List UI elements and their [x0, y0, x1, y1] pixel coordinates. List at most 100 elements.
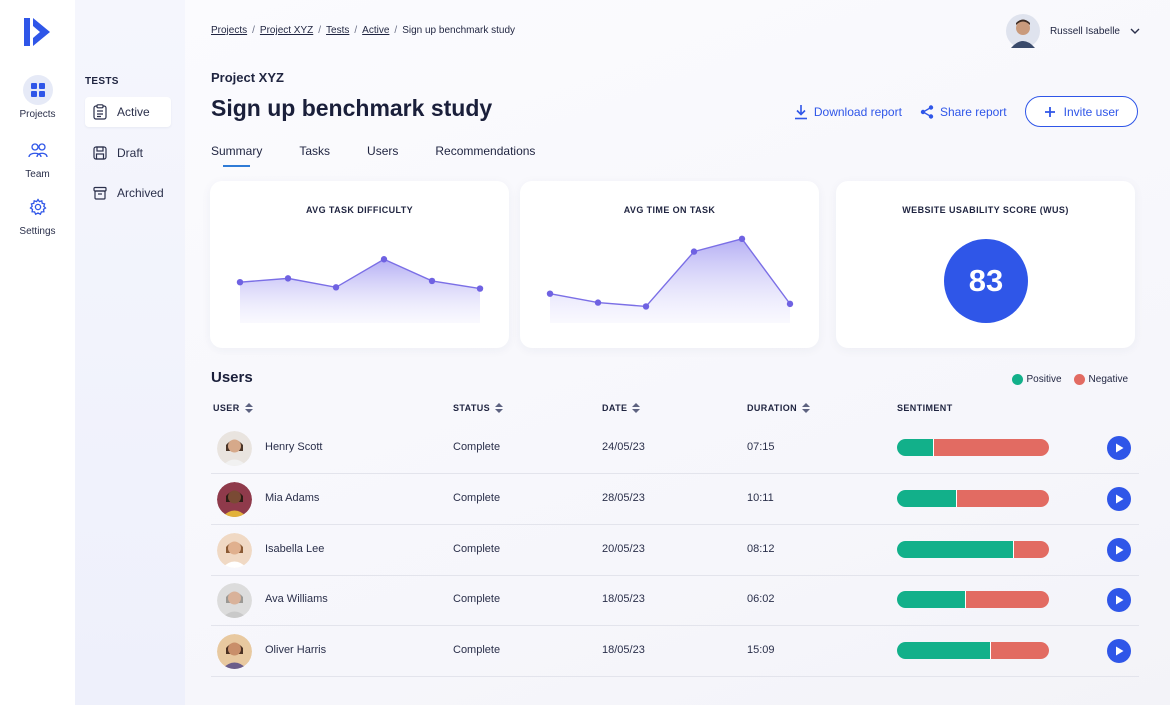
column-header-duration[interactable]: DURATION: [747, 403, 811, 413]
tab-tasks[interactable]: Tasks: [299, 144, 331, 158]
card-title: AVG TASK DIFFICULTY: [305, 205, 414, 215]
sentiment-bar: [897, 439, 1049, 456]
plus-icon: [1044, 106, 1055, 117]
avatar: [1005, 14, 1040, 48]
main-content: Projects / Project XYZ / Tests / Active …: [185, 0, 1170, 705]
gear-icon: [23, 192, 53, 222]
table-row[interactable]: Mia Adams Complete 28/05/23 10:11: [211, 474, 1139, 525]
tab-recommendations[interactable]: Recommendations: [435, 144, 536, 158]
sentiment-positive: [897, 439, 934, 456]
breadcrumb: Projects / Project XYZ / Tests / Active …: [211, 25, 515, 36]
sentiment-positive: [897, 541, 1013, 558]
duration-cell: 08:12: [747, 543, 775, 555]
chart-point: [476, 285, 484, 292]
sentiment-positive: [897, 642, 990, 659]
table-row[interactable]: Henry Scott Complete 24/05/23 07:15: [211, 423, 1139, 474]
chevron-down-icon: [1130, 28, 1140, 34]
subnav-item-draft[interactable]: Draft: [85, 138, 171, 168]
legend-negative: Negative: [1073, 374, 1128, 385]
table-row[interactable]: Ava Williams Complete 18/05/23 06:02: [211, 575, 1139, 626]
breadcrumb-project-xyz[interactable]: Project XYZ: [259, 25, 314, 36]
breadcrumb-active[interactable]: Active: [362, 25, 390, 36]
app-rail: Projects Team Settings: [0, 0, 75, 705]
play-icon: [1115, 545, 1123, 555]
play-recording-button[interactable]: [1107, 487, 1131, 511]
tab-summary[interactable]: Summary: [211, 144, 262, 167]
app-logo[interactable]: [24, 18, 50, 46]
avg-time-on-task-card: AVG TIME ON TASK: [520, 181, 819, 348]
rail-item-settings[interactable]: Settings: [0, 192, 75, 237]
date-cell: 24/05/23: [602, 441, 645, 453]
team-icon: [23, 135, 53, 165]
wus-score-card: WEBSITE USABILITY SCORE (WUS) 83: [836, 181, 1135, 348]
share-icon: [920, 104, 934, 119]
tab-users[interactable]: Users: [367, 144, 399, 158]
user-name: Ava Williams: [265, 593, 328, 605]
column-header-status[interactable]: STATUS: [453, 403, 504, 413]
sentiment-positive: [897, 591, 966, 608]
play-recording-button[interactable]: [1107, 436, 1131, 460]
card-title: WEBSITE USABILITY SCORE (WUS): [902, 205, 1069, 215]
play-recording-button[interactable]: [1107, 588, 1131, 612]
sentiment-legend: Positive Negative: [1006, 374, 1128, 385]
invite-user-button[interactable]: Invite user: [1024, 96, 1138, 127]
status-cell: Complete: [453, 543, 501, 555]
avg-time-on-task-chart: [546, 235, 794, 323]
avatar: [217, 583, 252, 618]
column-header-date[interactable]: DATE: [602, 403, 641, 413]
sort-icon: [802, 403, 811, 413]
chart-point: [690, 248, 698, 255]
play-icon: [1115, 646, 1123, 656]
column-header-sentiment: SENTIMENT: [897, 403, 953, 413]
rail-item-label: Projects: [19, 109, 56, 120]
chart-area: [550, 238, 790, 323]
sentiment-bar: [897, 541, 1049, 558]
sentiment-bar: [897, 490, 1049, 507]
breadcrumb-tests[interactable]: Tests: [326, 25, 350, 36]
page-title: Sign up benchmark study: [211, 95, 493, 121]
download-report-button[interactable]: Download report: [794, 104, 902, 120]
breadcrumb-separator: /: [354, 25, 358, 36]
subnav-item-archived[interactable]: Archived: [85, 178, 171, 208]
archive-icon: [93, 186, 107, 200]
play-recording-button[interactable]: [1107, 538, 1131, 562]
duration-cell: 15:09: [747, 644, 775, 656]
sentiment-positive: [897, 490, 957, 507]
column-label: SENTIMENT: [897, 403, 953, 413]
chart-point: [284, 275, 292, 282]
table-row[interactable]: Oliver Harris Complete 18/05/23 15:09: [211, 626, 1139, 677]
subnav-item-label: Archived: [117, 186, 164, 200]
date-cell: 20/05/23: [602, 543, 645, 555]
positive-dot: [1011, 374, 1023, 385]
user-menu[interactable]: Russell Isabelle: [1005, 14, 1140, 48]
share-report-button[interactable]: Share report: [920, 105, 1007, 119]
user-name: Henry Scott: [265, 441, 323, 453]
play-icon: [1115, 494, 1123, 504]
header-actions: Download report Share report Invite user: [794, 96, 1138, 127]
column-header-user[interactable]: USER: [213, 403, 253, 413]
subnav-item-active[interactable]: Active: [85, 97, 171, 127]
users-heading: Users: [211, 369, 253, 386]
table-row[interactable]: Isabella Lee Complete 20/05/23 08:12: [211, 525, 1139, 576]
date-cell: 28/05/23: [602, 492, 645, 504]
invite-user-label: Invite user: [1063, 104, 1119, 119]
tests-heading: TESTS: [85, 76, 119, 87]
sentiment-bar: [897, 642, 1049, 659]
breadcrumb-projects[interactable]: Projects: [211, 25, 248, 36]
card-title: AVG TIME ON TASK: [623, 205, 716, 215]
play-icon: [1115, 595, 1123, 605]
rail-item-label: Team: [25, 169, 50, 180]
duration-cell: 06:02: [747, 593, 775, 605]
chart-point: [738, 235, 746, 243]
save-icon: [93, 146, 107, 160]
column-label: DATE: [602, 403, 628, 413]
rail-item-team[interactable]: Team: [0, 135, 75, 180]
chart-point: [380, 256, 388, 263]
rail-item-projects[interactable]: Projects: [0, 75, 75, 120]
avatar: [217, 533, 252, 568]
play-recording-button[interactable]: [1107, 639, 1131, 663]
wus-score: 83: [944, 239, 1028, 323]
avg-task-difficulty-card: AVG TASK DIFFICULTY: [210, 181, 509, 348]
duration-cell: 10:11: [747, 492, 774, 504]
legend-label: Positive: [1026, 374, 1062, 385]
